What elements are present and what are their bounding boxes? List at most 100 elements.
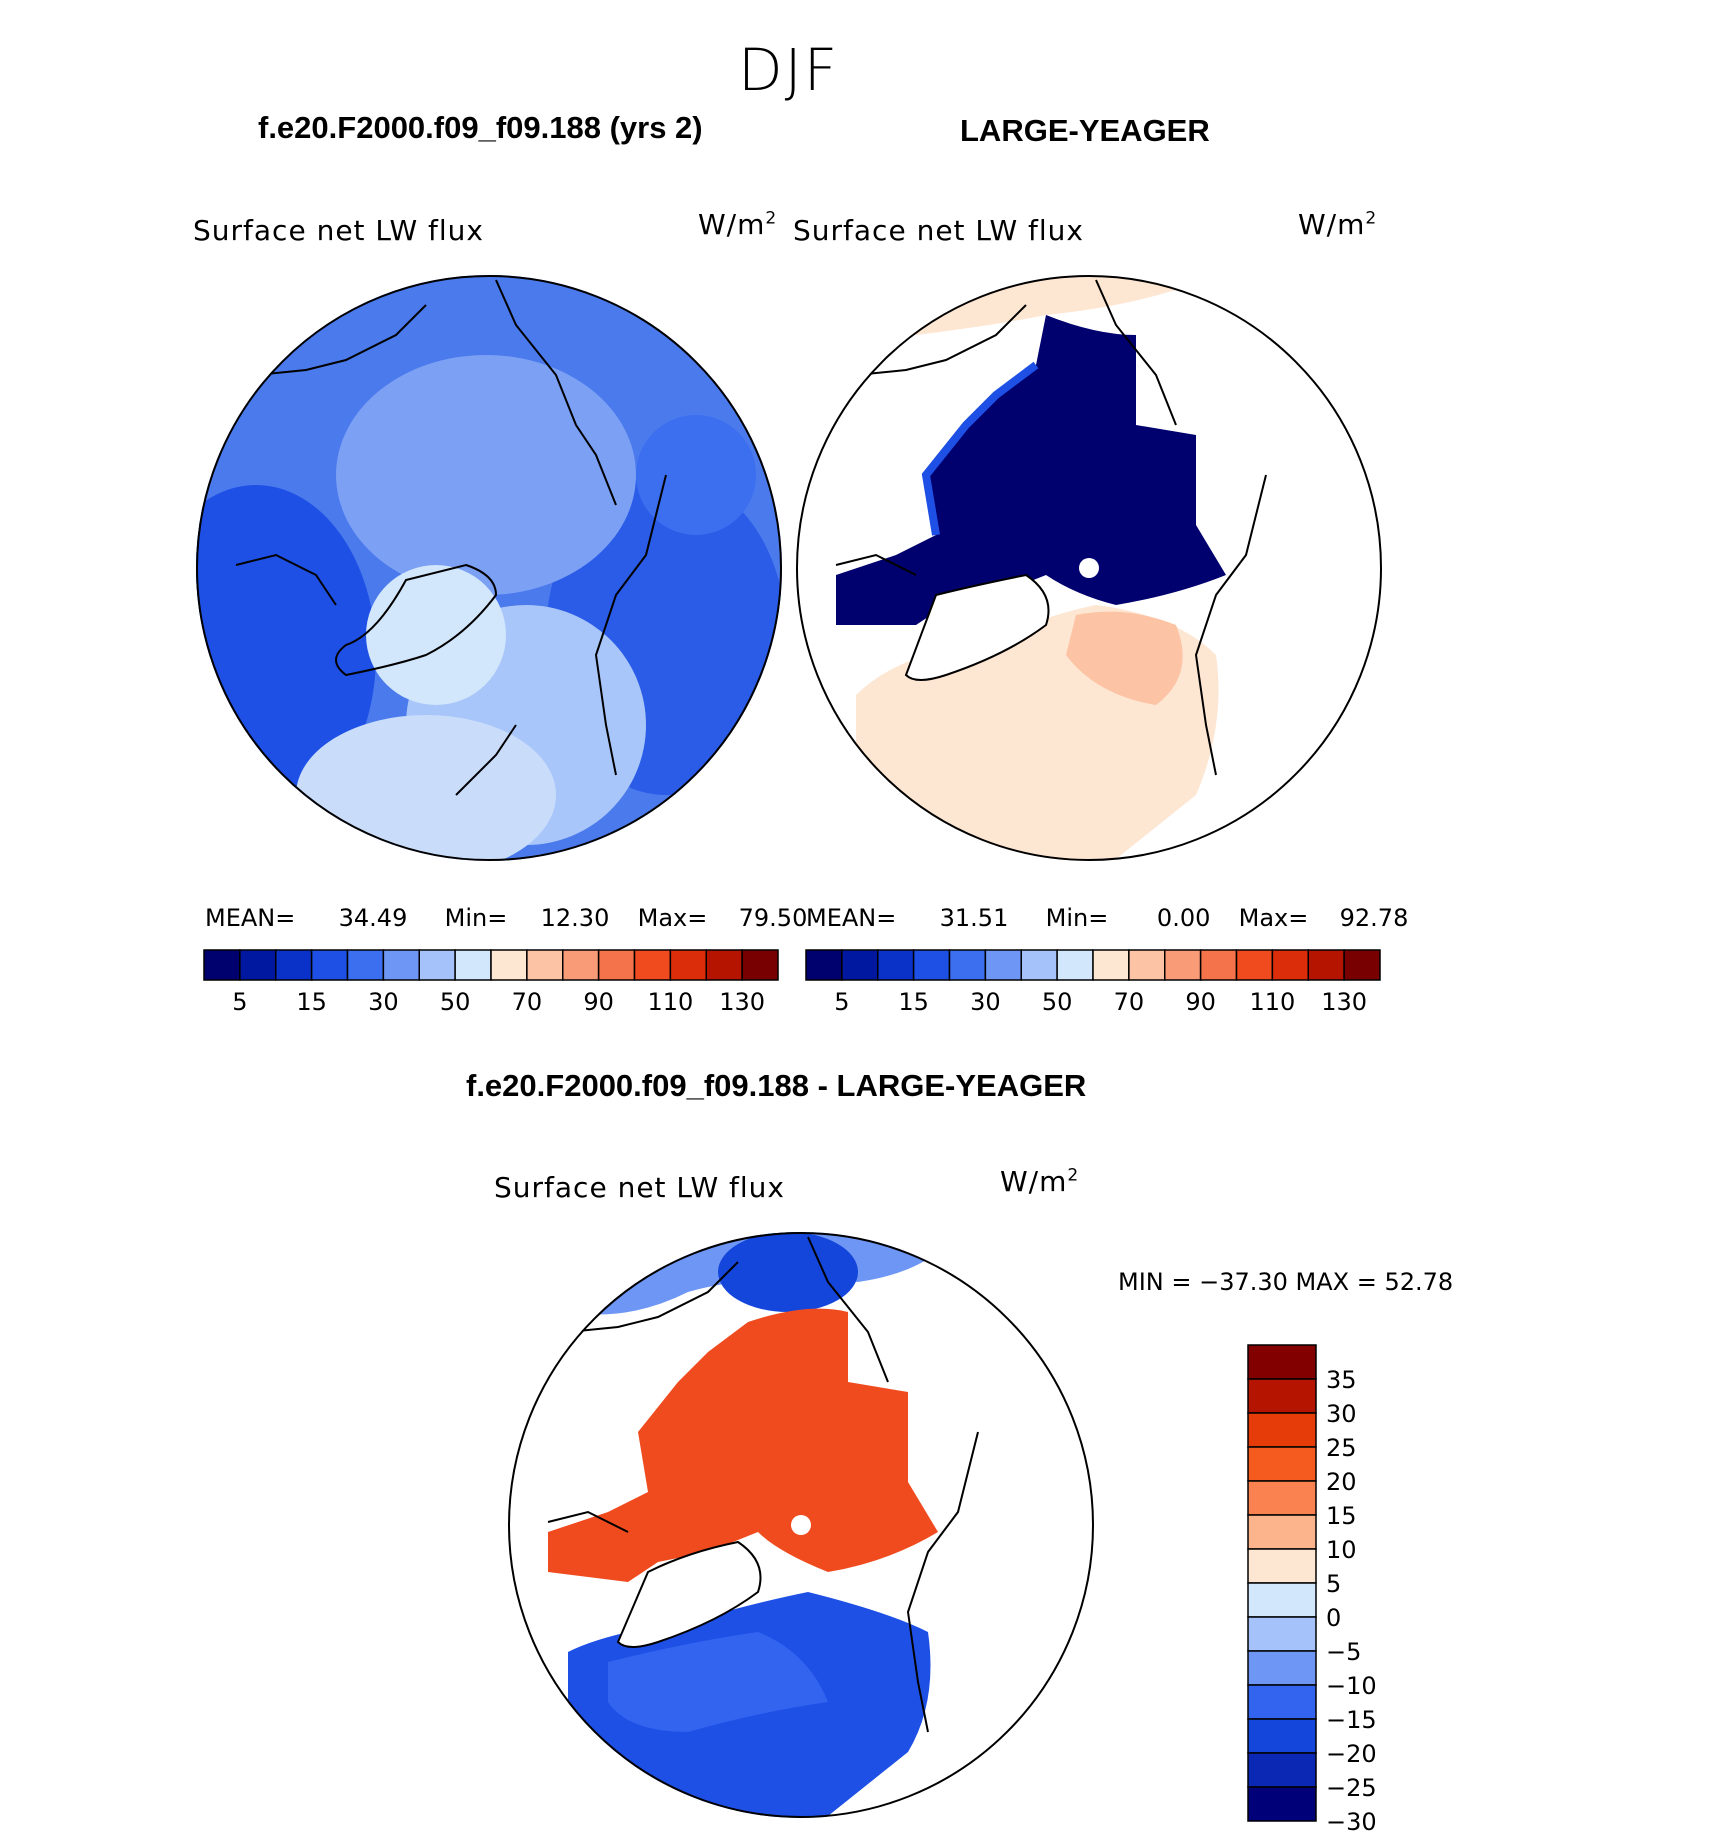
right-arctic-field — [836, 315, 1226, 625]
diff-colorbar-box — [1247, 1412, 1317, 1448]
right-colorbar-box — [1271, 949, 1309, 981]
left-panel-title: f.e20.F2000.f09_f09.188 (yrs 2) — [258, 110, 703, 145]
right-colorbar-tick-label: 30 — [970, 988, 1001, 1016]
right-colorbar-box — [1307, 949, 1345, 981]
diff-colorbar-box — [1247, 1582, 1317, 1618]
diff-colorbar-tick-label: 10 — [1326, 1536, 1357, 1564]
left-units-base: W/m — [698, 208, 766, 241]
left-colorbar-tick-label: 130 — [719, 988, 765, 1016]
left-greenland-field — [366, 565, 506, 705]
left-colorbar-box — [203, 949, 241, 981]
diff-colorbar-tick-label: −25 — [1326, 1774, 1377, 1802]
left-colorbar-box — [741, 949, 779, 981]
right-colorbar-tick-label: 50 — [1042, 988, 1073, 1016]
diff-panel-title: f.e20.F2000.f09_f09.188 - LARGE-YEAGER — [466, 1068, 1087, 1103]
diff-colorbar-tick-label: 35 — [1326, 1366, 1357, 1394]
left-min-value: 12.30 — [540, 904, 610, 932]
right-greenland-coast — [904, 573, 1050, 681]
right-colorbar-tick-label: 130 — [1321, 988, 1367, 1016]
left-stats: MEAN= 34.49 Min= 12.30 Max= 79.50 — [205, 904, 807, 932]
right-units-label: W/m2 — [1298, 208, 1377, 241]
diff-colorbar-box — [1247, 1514, 1317, 1550]
left-colorbar-box — [490, 949, 528, 981]
left-variable-label: Surface net LW flux — [193, 214, 484, 247]
right-colorbar-box — [912, 949, 951, 981]
diff-colorbar-box — [1247, 1616, 1317, 1652]
right-colorbar-box — [1128, 949, 1166, 981]
right-colorbar-box — [841, 949, 879, 981]
left-colorbar-box — [239, 949, 277, 981]
diff-colorbar-tick-label: −15 — [1326, 1706, 1377, 1734]
left-polar-map — [196, 275, 782, 861]
right-colorbar-tick-label: 90 — [1185, 988, 1216, 1016]
diff-colorbar-tick-label: 20 — [1326, 1468, 1357, 1496]
right-colorbar-box — [1199, 949, 1238, 981]
diff-variable-label: Surface net LW flux — [494, 1171, 785, 1204]
right-colorbar-tick-label: 15 — [898, 988, 929, 1016]
left-max-label: Max= — [637, 904, 708, 932]
left-field-atlantic — [296, 715, 556, 861]
season-title: DJF — [738, 36, 840, 104]
left-greenland-coast — [335, 563, 498, 677]
diff-colorbar-tick-label: −30 — [1326, 1808, 1377, 1836]
right-min-value: 0.00 — [1156, 904, 1211, 932]
right-colorbar-tick-label: 110 — [1249, 988, 1295, 1016]
left-field-deep — [196, 485, 376, 825]
right-variable-label: Surface net LW flux — [793, 214, 1084, 247]
left-colorbar-tick-label: 30 — [368, 988, 399, 1016]
diff-colorbar-box — [1247, 1378, 1317, 1414]
diff-colorbar-tick-label: 15 — [1326, 1502, 1357, 1530]
diff-arctic-field — [548, 1308, 938, 1582]
diff-colorbar-tick-label: 25 — [1326, 1434, 1357, 1462]
right-max-value: 92.78 — [1339, 904, 1409, 932]
right-colorbar-box — [1020, 949, 1058, 981]
diff-units-base: W/m — [1000, 1165, 1068, 1198]
diff-units-exp: 2 — [1067, 1165, 1080, 1186]
right-pole-hole — [1079, 558, 1099, 578]
left-coastlines — [235, 279, 667, 796]
diff-atlantic-core — [608, 1632, 828, 1732]
right-colorbar-box — [1235, 949, 1274, 981]
diff-units-label: W/m2 — [1000, 1165, 1079, 1198]
left-colorbar-tick-label: 90 — [583, 988, 614, 1016]
left-colorbar-box — [418, 949, 456, 981]
right-panel-title: LARGE-YEAGER — [960, 113, 1210, 148]
left-colorbar-tick-label: 15 — [296, 988, 327, 1016]
right-units-exp: 2 — [1365, 208, 1378, 229]
left-units-label: W/m2 — [698, 208, 777, 241]
diff-colorbar-box — [1247, 1718, 1317, 1754]
left-colorbar-box — [310, 949, 349, 981]
left-colorbar-box — [454, 949, 492, 981]
left-field-asia — [636, 415, 756, 535]
left-colorbar-box — [346, 949, 385, 981]
right-max-label: Max= — [1238, 904, 1309, 932]
diff-colorbar-tick-label: −5 — [1326, 1638, 1361, 1666]
right-min-label: Min= — [1045, 904, 1109, 932]
right-colorbar-box — [1092, 949, 1130, 981]
diff-map-border — [508, 1232, 1094, 1818]
diff-pole-hole — [791, 1515, 811, 1535]
diff-colorbar-tick-label: 0 — [1326, 1604, 1341, 1632]
diff-colorbar-box — [1247, 1548, 1317, 1584]
diff-colorbar-tick-label: −10 — [1326, 1672, 1377, 1700]
left-max-value: 79.50 — [738, 904, 808, 932]
right-colorbar-box — [805, 949, 843, 981]
left-colorbar: 5 15 30 50 70 90 110 130 — [203, 949, 779, 1016]
left-mean-value: 34.49 — [338, 904, 408, 932]
right-mean-label: MEAN= — [806, 904, 897, 932]
left-colorbar-box — [526, 949, 564, 981]
left-colorbar-box — [382, 949, 420, 981]
left-colorbar-box — [705, 949, 743, 981]
right-map-border — [796, 275, 1382, 861]
left-min-label: Min= — [444, 904, 508, 932]
diff-colorbar-box — [1247, 1344, 1317, 1380]
right-colorbar-box — [1056, 949, 1094, 981]
right-coastlines — [835, 279, 1267, 776]
right-colorbar-box — [1343, 949, 1381, 981]
diff-coastlines — [547, 1236, 979, 1733]
diff-colorbar-box — [1247, 1446, 1317, 1482]
diff-colorbar-box — [1247, 1786, 1317, 1822]
diff-polar-map — [508, 1232, 1094, 1818]
left-colorbar-box — [597, 949, 636, 981]
right-colorbar-box — [984, 949, 1022, 981]
